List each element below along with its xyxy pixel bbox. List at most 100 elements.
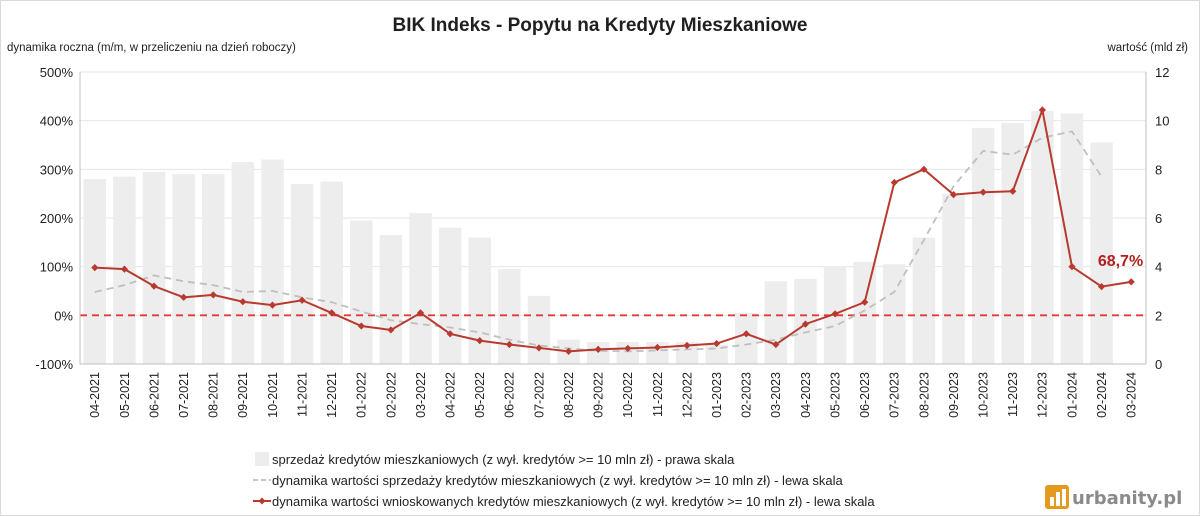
- bar: [201, 174, 225, 364]
- x-tick-label: 05-2023: [828, 372, 842, 418]
- bar: [231, 162, 255, 364]
- x-tick-label: 12-2023: [1036, 372, 1050, 418]
- legend-entry: dynamika wartości sprzedaży kredytów mie…: [272, 473, 844, 488]
- bar: [379, 235, 403, 364]
- x-tick-label: 10-2021: [266, 372, 280, 418]
- bar: [883, 264, 906, 364]
- red-series-marker: [1097, 283, 1106, 291]
- bar: [853, 261, 876, 364]
- red-series-marker: [890, 178, 898, 187]
- bar: [498, 269, 521, 364]
- x-tick-label: 11-2021: [295, 372, 309, 417]
- x-tick-label: 09-2022: [592, 372, 606, 418]
- red-series-marker: [1038, 106, 1046, 114]
- x-tick-label: 11-2023: [1006, 372, 1020, 417]
- left-tick-label: 500%: [40, 65, 74, 80]
- bar: [1060, 113, 1084, 364]
- x-tick-label: 02-2022: [384, 372, 398, 418]
- legend-swatch-red-marker: [258, 497, 266, 505]
- red-series-marker: [594, 345, 602, 353]
- left-tick-label: 0%: [54, 308, 73, 323]
- dashed-series-line: [94, 130, 1103, 353]
- bar: [261, 159, 284, 364]
- x-tick-label: 01-2024: [1065, 372, 1079, 418]
- x-tick-label: 04-2023: [799, 372, 813, 418]
- axes: -100% 0% 100% 200% 300% 400% 500% 0 2 4 6 8 10 12 04-2…: [35, 65, 1169, 418]
- urbanity-logo-icon: [1045, 485, 1069, 509]
- x-tick-label: 04-2021: [88, 372, 102, 418]
- x-tick-label: 05-2022: [473, 372, 487, 418]
- right-tick-label: 10: [1155, 114, 1169, 129]
- red-series-marker: [801, 320, 810, 328]
- red-series-line: [94, 106, 1132, 353]
- legend-swatch-bars: [255, 452, 269, 466]
- bar: [83, 179, 107, 364]
- legend-entry: dynamika wartości wnioskowanych kredytów…: [272, 494, 875, 509]
- red-series-marker: [120, 265, 129, 273]
- x-tick-label: 10-2022: [621, 372, 635, 418]
- bar: [350, 220, 373, 364]
- bar: [320, 181, 343, 364]
- x-tick-label: 07-2022: [532, 372, 546, 418]
- x-tick-label: 04-2022: [444, 372, 458, 418]
- right-tick-label: 6: [1155, 211, 1162, 226]
- bar: [675, 342, 699, 364]
- red-series-marker: [653, 343, 662, 352]
- bar: [172, 174, 195, 364]
- x-tick-label: 07-2023: [888, 372, 902, 418]
- red-series-marker: [713, 339, 721, 348]
- red-series-marker: [949, 191, 958, 199]
- x-tick-label: 08-2023: [917, 372, 931, 418]
- red-series-marker: [328, 309, 336, 317]
- red-series-marker: [505, 340, 513, 349]
- left-tick-label: 400%: [40, 114, 74, 129]
- red-series-marker: [564, 347, 573, 355]
- left-tick-label: 300%: [40, 162, 74, 177]
- right-tick-label: 4: [1155, 260, 1162, 275]
- right-axis-title: wartość (mld zł): [1106, 42, 1188, 54]
- red-series-marker: [742, 330, 750, 338]
- bar: [438, 227, 462, 364]
- right-tick-label: 2: [1155, 308, 1162, 323]
- x-tick-label: 01-2022: [355, 372, 369, 418]
- bar: [586, 342, 610, 364]
- red-series-marker: [416, 309, 425, 317]
- x-tick-label: 09-2021: [236, 372, 250, 418]
- right-tick-label: 12: [1155, 65, 1169, 80]
- bar-series: [83, 110, 1113, 364]
- x-tick-label: 06-2023: [858, 372, 872, 418]
- red-series-marker: [150, 282, 158, 290]
- bar: [290, 183, 314, 364]
- left-tick-label: 200%: [40, 211, 74, 226]
- x-tick-label: 10-2023: [977, 372, 991, 418]
- x-tick-label: 08-2021: [207, 372, 221, 418]
- x-tick-label: 09-2023: [947, 372, 961, 418]
- red-series-marker: [446, 330, 454, 338]
- red-series-marker: [180, 293, 188, 301]
- x-tick-label: 03-2022: [414, 372, 428, 418]
- red-series-marker: [861, 298, 869, 306]
- x-tick-label: 03-2024: [1125, 372, 1139, 418]
- red-series-marker: [831, 310, 839, 318]
- red-series-marker: [209, 291, 217, 299]
- watermark-text: urbanity.pl: [1072, 488, 1182, 509]
- bar: [764, 281, 788, 364]
- red-series-marker: [476, 337, 484, 345]
- bar: [1001, 123, 1025, 364]
- red-series-marker: [91, 264, 99, 272]
- chart-title: BIK Indeks - Popytu na Kredyty Mieszkani…: [393, 15, 808, 36]
- legend-entry: sprzedaż kredytów mieszkaniowych (z wył.…: [272, 452, 735, 467]
- red-series-marker: [239, 298, 247, 306]
- x-tick-label: 08-2022: [562, 372, 576, 418]
- red-series-marker: [920, 165, 928, 173]
- bar: [912, 237, 936, 364]
- x-tick-label: 06-2021: [147, 372, 161, 418]
- red-series-marker: [357, 322, 365, 330]
- red-line-series: [91, 106, 1135, 355]
- watermark: urbanity.pl: [1045, 485, 1182, 509]
- dashed-line-series: [94, 130, 1103, 353]
- bar: [142, 171, 166, 364]
- x-tick-label: 05-2021: [118, 372, 132, 418]
- red-series-marker: [1009, 187, 1017, 195]
